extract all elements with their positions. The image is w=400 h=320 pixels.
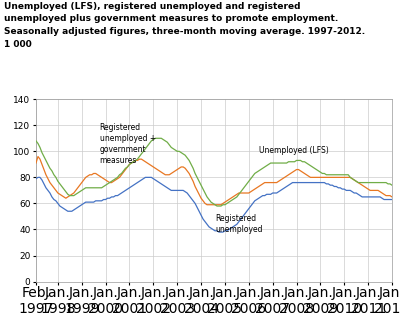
Text: Unemployed (LFS): Unemployed (LFS)	[259, 146, 328, 155]
Text: Seasonally adjusted figures, three-month moving average. 1997-2012.: Seasonally adjusted figures, three-month…	[4, 27, 365, 36]
Text: Registered
unemployed: Registered unemployed	[215, 214, 262, 234]
Text: Unemployed (LFS), registered unemployed and registered: Unemployed (LFS), registered unemployed …	[4, 2, 300, 11]
Text: 1 000: 1 000	[4, 40, 32, 49]
Text: unemployed plus government measures to promote employment.: unemployed plus government measures to p…	[4, 14, 338, 23]
Text: Registered
unemployed +
government
measures: Registered unemployed + government measu…	[100, 123, 156, 165]
